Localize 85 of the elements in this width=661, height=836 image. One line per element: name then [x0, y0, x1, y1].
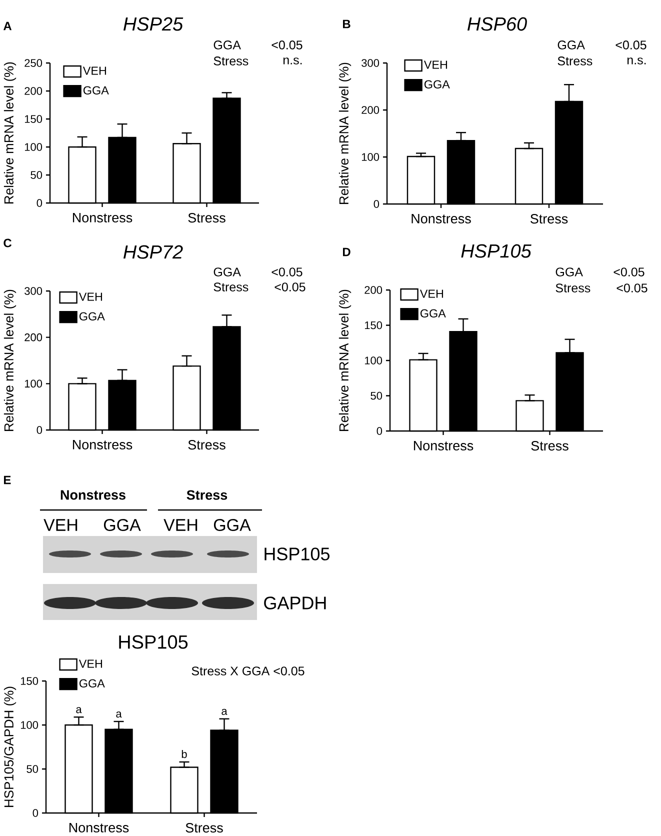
text: E [4, 476, 11, 484]
y-tick-label: 300 [362, 59, 380, 67]
y-tick-label: 0 [376, 427, 382, 435]
legend-label: VEH [424, 60, 448, 69]
x-tick-label: Nonstress [72, 440, 132, 450]
y-tick-label: 200 [24, 87, 42, 95]
text: <0.05 [272, 268, 302, 276]
text: A [3, 22, 12, 30]
x-tick-label: Nonstress [412, 214, 471, 224]
legend-label: GGA [79, 312, 105, 321]
legend-label: VEH [82, 66, 106, 75]
annotation: Stress [214, 282, 248, 292]
category-label: GGA [104, 518, 141, 532]
y-tick-label: 0 [374, 200, 380, 208]
y-tick-label: 100 [24, 380, 42, 388]
x-tick-label: Stress [531, 441, 568, 451]
text: GGA [558, 40, 585, 50]
annotation: Stress [556, 284, 590, 292]
y-tick-label: 100 [364, 356, 382, 364]
legend-label: GGA [424, 80, 450, 89]
data-label: a [222, 708, 228, 715]
x-tick-label: Stress [188, 213, 226, 223]
text: Stress X GGA <0.05 [192, 666, 304, 676]
y-tick-label: 150 [20, 677, 38, 685]
text: Nonstress [60, 490, 126, 500]
y-tick-label: 250 [24, 59, 42, 67]
x-tick-label: Nonstress [72, 213, 132, 222]
text: D [343, 248, 350, 256]
data-label: a [116, 712, 122, 718]
y-tick-label: 100 [20, 721, 38, 729]
y-tick-label: 300 [24, 287, 42, 295]
legend-label: VEH [420, 290, 444, 298]
category-label: GGA [214, 518, 251, 532]
text: Stress [186, 490, 228, 500]
chart-title: HSP105 [461, 244, 532, 258]
y-tick-label: 50 [370, 392, 382, 400]
legend-label: GGA [420, 309, 446, 318]
category-label: VEH [164, 519, 198, 531]
y-tick-label: 0 [36, 199, 42, 207]
text: <0.05 [614, 268, 644, 276]
text: <0.05 [272, 40, 302, 50]
chart-title: HSP60 [467, 17, 527, 31]
y-tick-label: 200 [362, 106, 380, 114]
legend-label: VEH [78, 292, 102, 301]
text: n.s. [627, 58, 646, 64]
x-tick-label: Stress [530, 214, 568, 224]
chart-title: HSP72 [123, 245, 183, 259]
text: GAPDH [264, 596, 326, 610]
y-axis-title: Relative mRNA level (%) [338, 62, 352, 204]
y-axis-title: HSP105/GAPDH (%) [4, 686, 16, 807]
y-tick-label: 200 [364, 286, 382, 294]
text: GGA [214, 268, 241, 276]
legend-label: GGA [79, 679, 105, 688]
y-tick-label: 200 [24, 333, 42, 342]
x-tick-label: Stress [188, 440, 226, 450]
y-tick-label: 100 [24, 143, 42, 151]
y-tick-label: 0 [32, 809, 38, 817]
y-tick-label: 100 [362, 153, 380, 161]
data-label: a [76, 707, 82, 714]
annotation: Stress [214, 56, 248, 66]
text: B [343, 20, 350, 28]
legend-label: VEH [78, 660, 102, 668]
x-tick-label: Nonstress [414, 441, 474, 450]
y-tick-label: 150 [24, 115, 42, 123]
text: <0.05 [616, 40, 646, 50]
y-axis-title: Relative mRNA level (%) [4, 62, 16, 204]
y-axis-title: Relative mRNA level (%) [338, 290, 352, 431]
data-label: b [182, 750, 187, 758]
y-tick-label: 0 [36, 426, 42, 434]
text: <0.05 [616, 284, 648, 292]
annotation: Stress [558, 56, 592, 66]
text: <0.05 [274, 282, 306, 292]
y-axis-title: Relative mRNA level (%) [4, 290, 16, 431]
text: n.s. [283, 58, 302, 64]
text: HSP105 [264, 548, 330, 560]
text: GGA [214, 40, 241, 50]
y-tick-label: 150 [364, 321, 382, 330]
legend-label: GGA [83, 86, 109, 95]
y-tick-label: 50 [26, 765, 38, 773]
category-label: VEH [44, 519, 78, 531]
y-tick-label: 50 [30, 171, 42, 179]
chart-title: HSP105 [119, 635, 188, 649]
chart-title: HSP25 [123, 17, 184, 31]
text: C [4, 238, 12, 248]
text: GGA [556, 268, 583, 276]
